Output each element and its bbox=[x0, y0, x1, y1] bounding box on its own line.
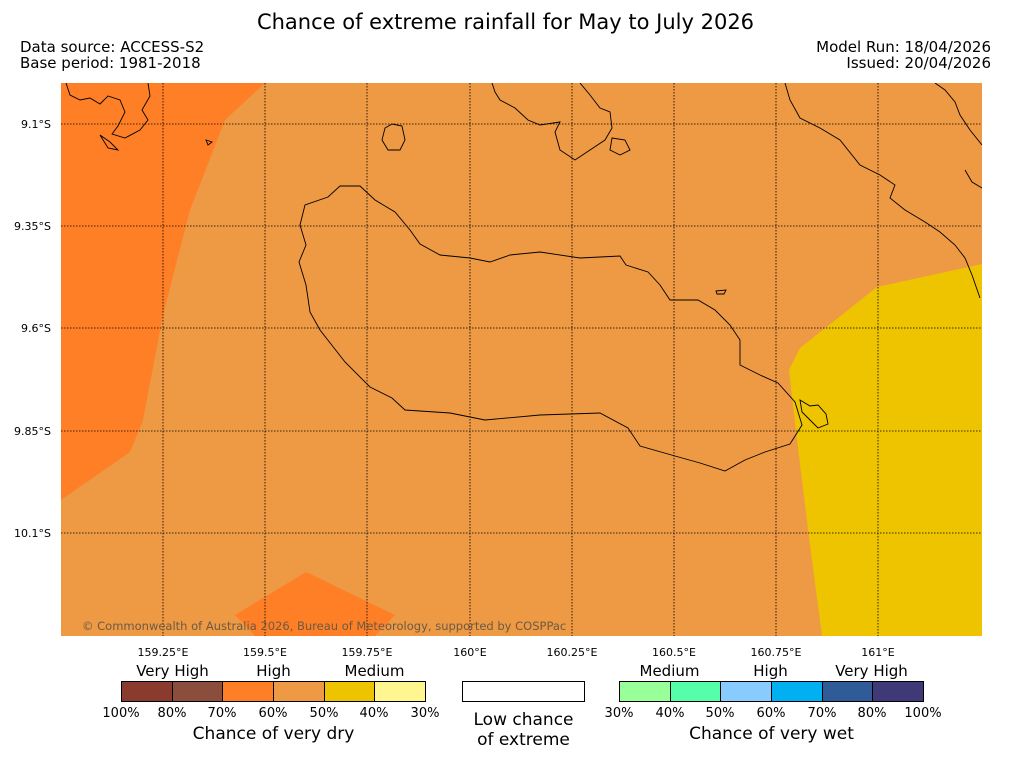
coast-nw-2 bbox=[99, 134, 120, 151]
data-source-text: Data source: ACCESS-S2 bbox=[20, 38, 205, 56]
wet-caption: Chance of very wet bbox=[689, 724, 854, 744]
dry-swatch bbox=[122, 682, 172, 701]
dry-category-medium: Medium bbox=[344, 662, 405, 680]
coast-north-island bbox=[491, 83, 613, 161]
islet-tiny bbox=[205, 139, 213, 146]
island-small-oval bbox=[381, 123, 406, 151]
lon-label: 159.25°E bbox=[138, 646, 189, 659]
wet-category-high: High bbox=[753, 662, 788, 680]
coast-ne-3 bbox=[964, 169, 982, 189]
dry-tick: 80% bbox=[157, 706, 187, 721]
wet-tick: 40% bbox=[655, 706, 685, 721]
dry-category-high: High bbox=[256, 662, 291, 680]
lat-label: 10.1°S bbox=[14, 527, 51, 540]
low-chance-box bbox=[462, 681, 585, 702]
dry-category-very-high: Very High bbox=[136, 662, 209, 680]
meta-left: Data source: ACCESS-S2 Base period: 1981… bbox=[20, 39, 204, 71]
dry-tick: 30% bbox=[410, 706, 440, 721]
coast-ne-2 bbox=[934, 83, 982, 146]
low-chance-caption: Low chance of extreme bbox=[442, 710, 605, 750]
wet-swatch bbox=[872, 682, 924, 701]
wet-swatch bbox=[821, 682, 873, 701]
dry-tick: 70% bbox=[207, 706, 237, 721]
coast-ne bbox=[784, 83, 981, 299]
dry-tick: 50% bbox=[309, 706, 339, 721]
copyright-text: © Commonwealth of Australia 2026, Bureau… bbox=[82, 619, 566, 633]
dry-swatch bbox=[273, 682, 324, 701]
page-title: Chance of extreme rainfall for May to Ju… bbox=[256, 10, 755, 34]
island-main-coastline bbox=[298, 185, 803, 472]
lat-label: 9.6°S bbox=[21, 322, 51, 335]
lat-label: 9.1°S bbox=[21, 118, 51, 131]
lon-label: 160°E bbox=[453, 646, 486, 659]
wet-tick: 80% bbox=[857, 706, 887, 721]
low-chance-line2: of extreme bbox=[477, 730, 570, 750]
islet-small bbox=[715, 289, 727, 295]
islet-east-coast bbox=[799, 399, 829, 429]
meta-right: Model Run: 18/04/2026 Issued: 20/04/2026 bbox=[816, 39, 991, 71]
base-period-text: Base period: 1981-2018 bbox=[20, 54, 201, 72]
wet-swatch bbox=[720, 682, 772, 701]
lon-label: 160.25°E bbox=[547, 646, 598, 659]
wet-category-very-high: Very High bbox=[835, 662, 908, 680]
dry-caption: Chance of very dry bbox=[192, 724, 355, 744]
dry-colorbar bbox=[121, 681, 426, 702]
wet-tick: 50% bbox=[705, 706, 735, 721]
wet-swatch bbox=[669, 682, 721, 701]
dry-tick: 100% bbox=[102, 706, 140, 721]
wet-swatch bbox=[771, 682, 822, 701]
wet-tick: 70% bbox=[807, 706, 837, 721]
wet-colorbar bbox=[619, 681, 924, 702]
lat-label: 9.85°S bbox=[14, 425, 51, 438]
wet-swatch bbox=[620, 682, 670, 701]
dry-swatch bbox=[323, 682, 375, 701]
dry-swatch bbox=[222, 682, 274, 701]
lon-label: 161°E bbox=[861, 646, 894, 659]
coastlines bbox=[65, 83, 982, 472]
issued-text: Issued: 20/04/2026 bbox=[846, 54, 991, 72]
wet-tick: 30% bbox=[604, 706, 634, 721]
lat-label: 9.35°S bbox=[14, 220, 51, 233]
coast-nw bbox=[65, 83, 151, 139]
dry-high-zone-south bbox=[235, 572, 395, 636]
low-chance-swatch bbox=[463, 682, 584, 701]
wet-category-medium: Medium bbox=[639, 662, 700, 680]
coast-north-island-2 bbox=[609, 137, 631, 156]
graticule bbox=[61, 83, 982, 636]
dry-tick: 60% bbox=[258, 706, 288, 721]
wet-tick: 100% bbox=[904, 706, 942, 721]
model-run-text: Model Run: 18/04/2026 bbox=[816, 38, 991, 56]
dry-swatch bbox=[374, 682, 426, 701]
dry-medium-zone-east bbox=[789, 264, 982, 636]
lon-label: 159.5°E bbox=[243, 646, 287, 659]
low-chance-line1: Low chance bbox=[473, 710, 574, 730]
dry-tick: 40% bbox=[359, 706, 389, 721]
lon-label: 160.5°E bbox=[652, 646, 696, 659]
dry-swatch bbox=[171, 682, 223, 701]
lon-label: 160.75°E bbox=[751, 646, 802, 659]
wet-tick: 60% bbox=[756, 706, 786, 721]
lon-label: 159.75°E bbox=[342, 646, 393, 659]
